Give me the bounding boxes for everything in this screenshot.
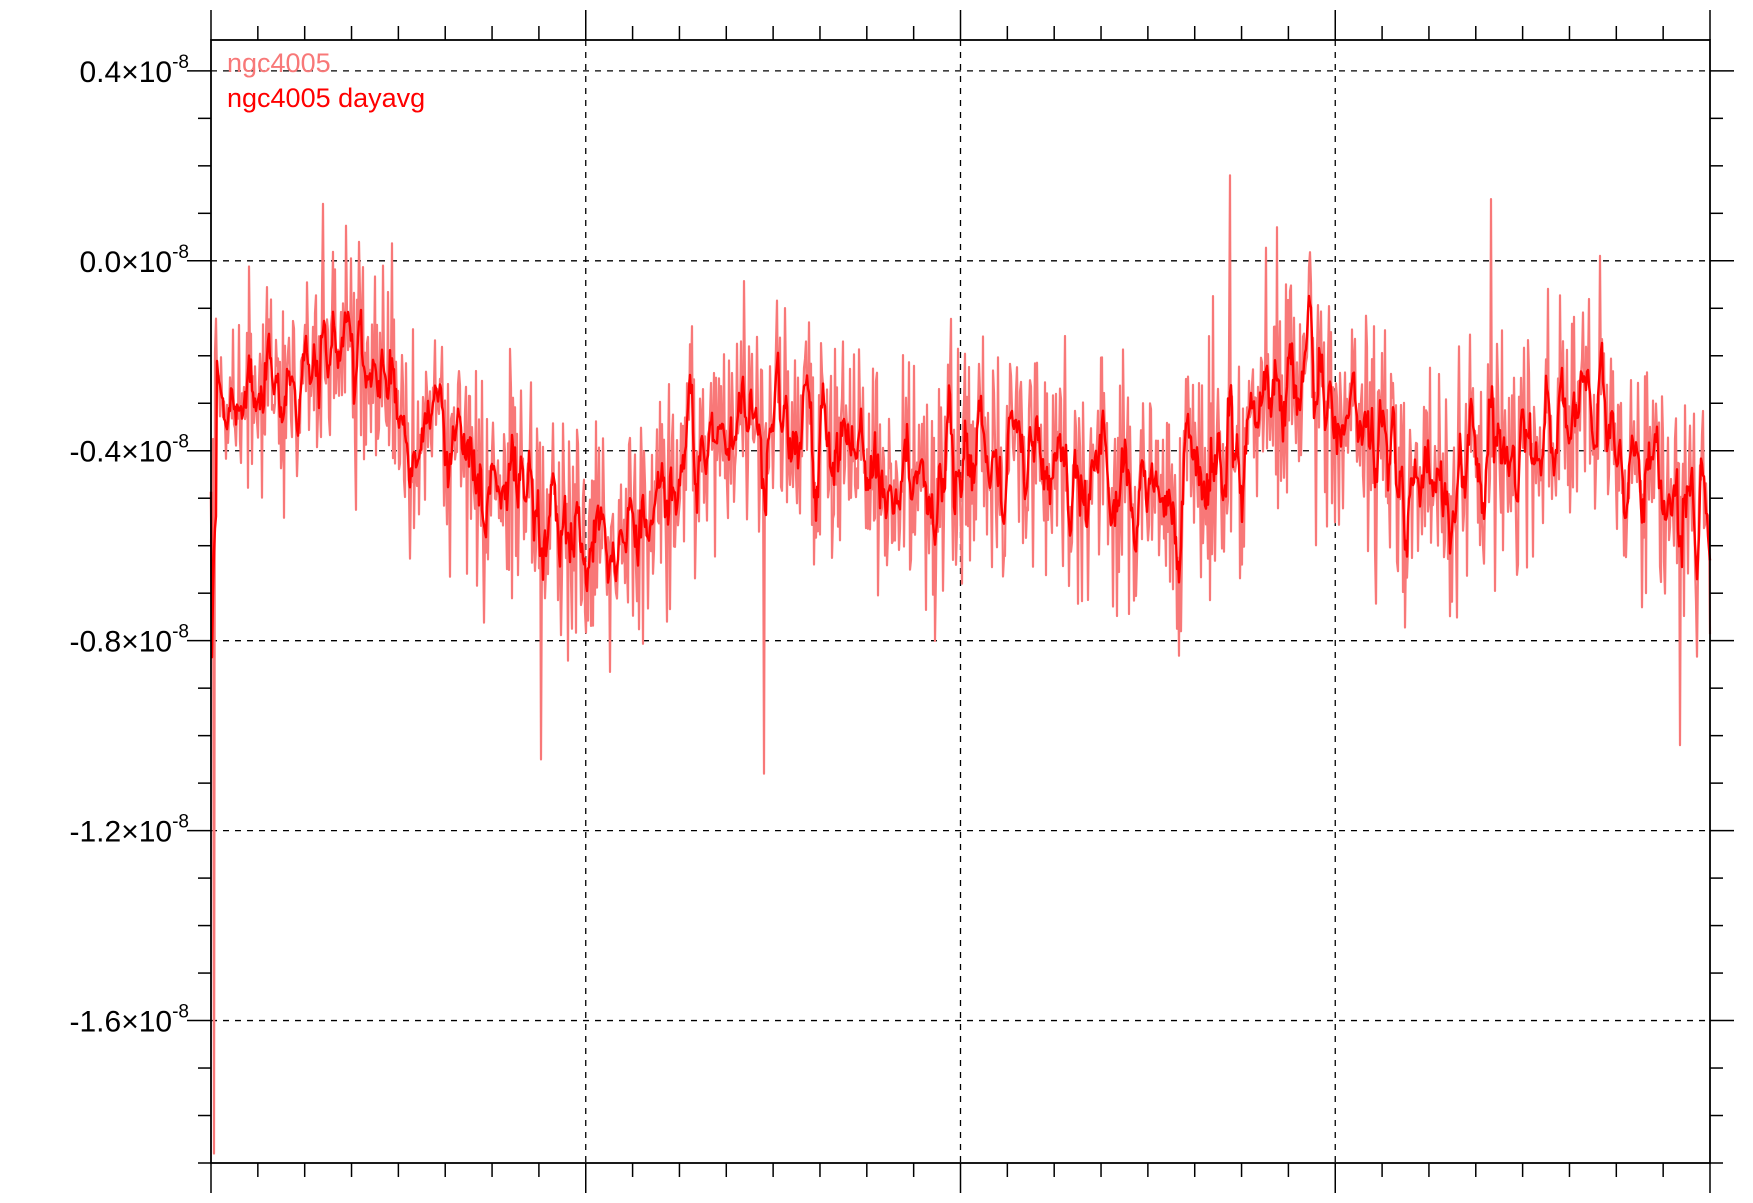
y-tick-exponent: -8 [172,812,189,833]
y-tick-times: × [121,816,139,849]
y-tick-label-2: -0.4×10-8 [69,432,189,469]
y-tick-mantissa: -0.4 [69,436,121,469]
y-tick-mantissa: 0.4 [79,56,121,89]
legend: ngc4005 ngc4005 dayavg [227,48,425,113]
grid [211,40,1710,1163]
y-tick-base: 10 [139,246,172,279]
y-tick-base: 10 [139,1006,172,1039]
y-tick-base: 10 [139,626,172,659]
legend-entry-ngc4005: ngc4005 [227,48,331,78]
y-tick-base: 10 [139,816,172,849]
y-tick-label-4: -1.2×10-8 [69,812,189,849]
y-tick-times: × [121,246,139,279]
legend-entry-ngc4005-dayavg: ngc4005 dayavg [227,83,425,113]
y-axis-ticks: 0.4×10-80.0×10-8-0.4×10-8-0.8×10-8-1.2×1… [69,52,1734,1164]
y-tick-times: × [121,626,139,659]
y-tick-exponent: -8 [172,622,189,643]
y-tick-mantissa: -1.6 [69,1006,121,1039]
y-tick-base: 10 [139,436,172,469]
y-tick-mantissa: -1.2 [69,816,121,849]
y-tick-times: × [121,436,139,469]
y-tick-label-5: -1.6×10-8 [69,1002,189,1039]
series-line-ngc4005-dayavg [209,294,1712,659]
y-tick-label-1: 0.0×10-8 [79,242,189,279]
y-tick-mantissa: -0.8 [69,626,121,659]
series-lines [209,174,1712,1155]
y-tick-label-3: -0.8×10-8 [69,622,189,659]
y-tick-mantissa: 0.0 [79,246,121,279]
y-tick-base: 10 [139,56,172,89]
y-tick-exponent: -8 [172,432,189,453]
x-axis-ticks [210,10,1711,1193]
y-tick-times: × [121,1006,139,1039]
y-tick-exponent: -8 [172,242,189,263]
y-tick-label-0: 0.4×10-8 [79,52,189,89]
y-tick-times: × [121,56,139,89]
y-tick-exponent: -8 [172,1002,189,1023]
y-tick-exponent: -8 [172,52,189,73]
